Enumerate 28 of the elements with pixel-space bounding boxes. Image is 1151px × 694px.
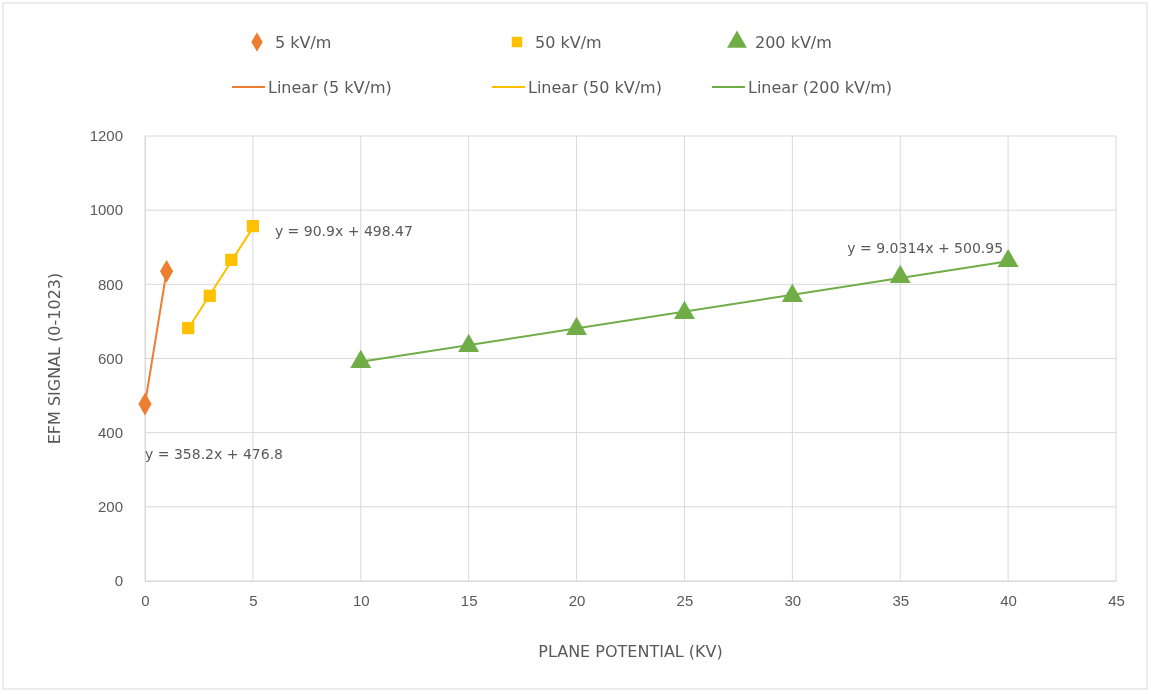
x-tick-label: 40 <box>1000 591 1017 609</box>
y-tick-label: 600 <box>97 349 123 367</box>
legend-label: Linear (5 kV/m) <box>268 78 392 97</box>
x-tick-label: 45 <box>1108 591 1125 609</box>
x-axis-title: PLANE POTENTIAL (KV) <box>538 642 723 661</box>
legend-label: 200 kV/m <box>755 33 832 52</box>
y-tick-label: 400 <box>97 423 123 441</box>
annotation: y = 358.2x + 476.8 <box>145 446 283 463</box>
legend-label: 50 kV/m <box>535 33 602 52</box>
x-tick-label: 5 <box>249 591 258 609</box>
x-tick-label: 35 <box>892 591 910 609</box>
legend-label: 5 kV/m <box>275 33 332 52</box>
x-tick-label: 0 <box>141 591 150 609</box>
legend-label: Linear (200 kV/m) <box>748 78 893 97</box>
y-tick-label: 200 <box>97 498 123 516</box>
y-axis-title: EFM SIGNAL (0-1023) <box>45 272 64 445</box>
x-tick-label: 25 <box>676 591 694 609</box>
x-tick-label: 20 <box>568 591 586 609</box>
annotation: y = 9.0314x + 500.95 <box>847 240 1004 257</box>
y-tick-label: 0 <box>114 572 123 590</box>
legend-label: Linear (50 kV/m) <box>528 78 662 97</box>
y-tick-label: 1200 <box>89 127 123 145</box>
x-tick-label: 10 <box>352 591 370 609</box>
y-tick-label: 1000 <box>89 201 123 219</box>
annotation: y = 90.9x + 498.47 <box>274 222 413 239</box>
y-tick-label: 800 <box>97 275 123 293</box>
x-tick-label: 15 <box>460 591 478 609</box>
x-tick-label: 30 <box>784 591 802 609</box>
